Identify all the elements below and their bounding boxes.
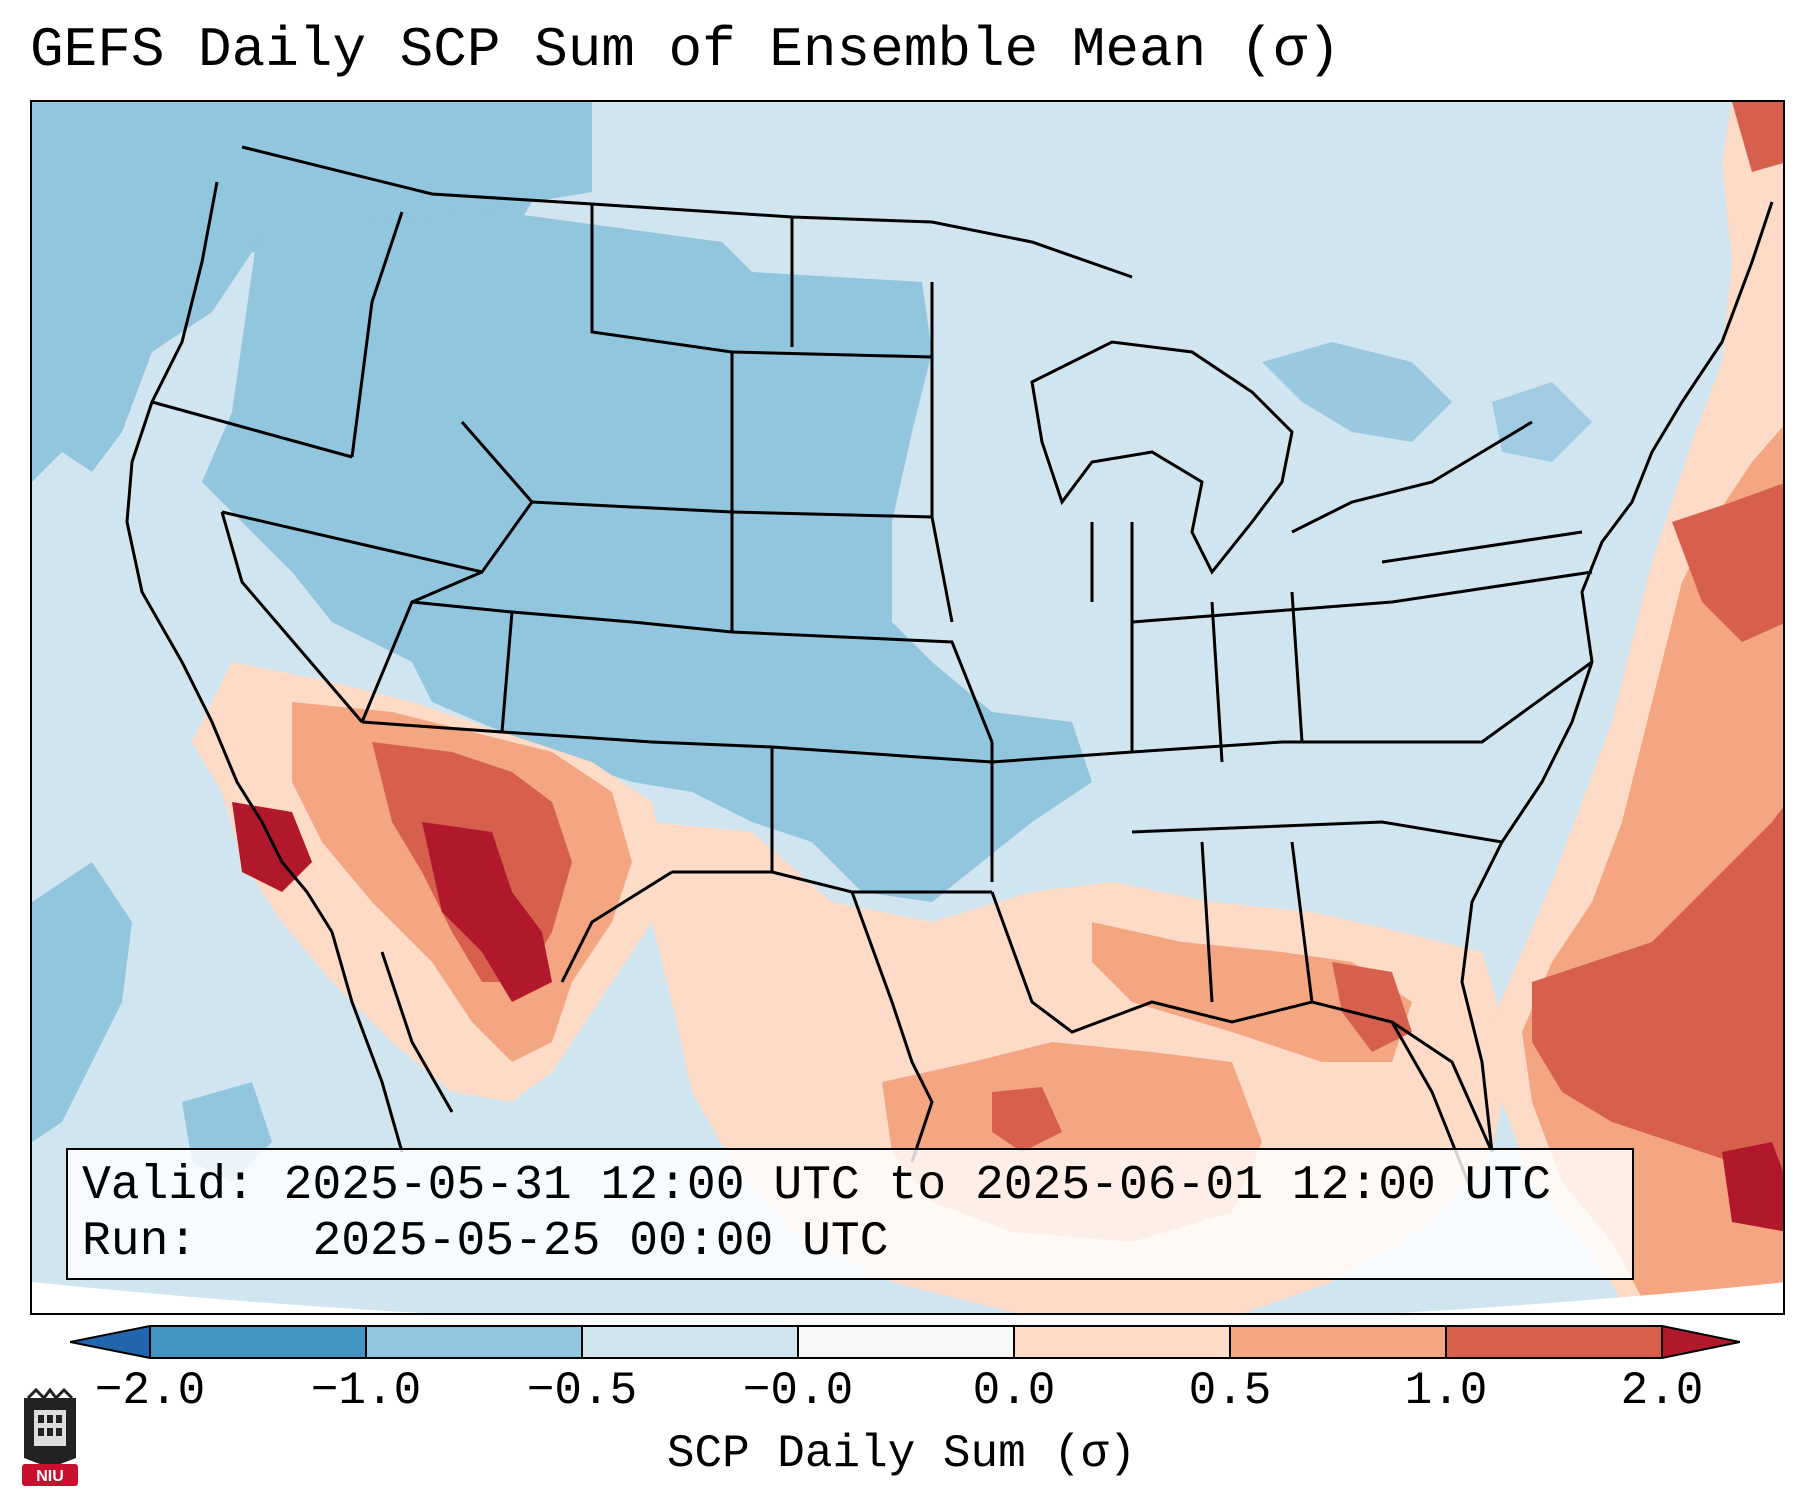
colorbar-bin	[1230, 1326, 1446, 1358]
west-coast	[125, 181, 334, 933]
state-line	[151, 400, 353, 459]
colorbar-ticks	[149, 1326, 1663, 1358]
projection-edge	[32, 1282, 1783, 1313]
colorbar	[70, 1325, 1740, 1359]
colorbar-under-arrow	[70, 1326, 150, 1358]
map-title: GEFS Daily SCP Sum of Ensemble Mean (σ)	[30, 18, 1341, 82]
colorbar-label: SCP Daily Sum (σ)	[666, 1428, 1137, 1480]
colorbar-tick-label: 1.0	[1404, 1365, 1488, 1417]
colorbar-bin	[366, 1326, 582, 1358]
colorbar-tick-label: −1.0	[310, 1365, 422, 1417]
colorbar-bin	[1014, 1326, 1230, 1358]
map-panel[interactable]	[30, 100, 1785, 1315]
niu-logo: NIU	[22, 1388, 78, 1486]
colorbar-tick-label: 0.0	[972, 1365, 1056, 1417]
colorbar-bin	[1446, 1326, 1662, 1358]
colorbar-tick-label: −0.5	[526, 1365, 638, 1417]
colorbar-tick-label: 0.5	[1188, 1365, 1272, 1417]
boundary-lines	[125, 145, 1774, 1193]
logo-text: NIU	[36, 1468, 64, 1485]
colorbar-bin	[798, 1326, 1014, 1358]
colorbar-bin	[582, 1326, 798, 1358]
colorbar-bin	[150, 1326, 366, 1358]
scp-map	[32, 102, 1783, 1313]
colorbar-tick-label: −0.0	[742, 1365, 854, 1417]
valid-label: Valid:	[82, 1159, 255, 1213]
logo-band	[22, 1464, 78, 1486]
colorbar-over-arrow	[1662, 1326, 1740, 1358]
run-label: Run:	[82, 1215, 198, 1269]
colorbar-tick-label: −2.0	[94, 1365, 206, 1417]
valid-time-range: 2025-05-31 12:00 UTC to 2025-06-01 12:00…	[283, 1159, 1552, 1213]
positive-anomaly-region	[192, 102, 1783, 1313]
run-time: 2025-05-25 00:00 UTC	[312, 1215, 889, 1269]
colorbar-tick-label: 2.0	[1620, 1365, 1704, 1417]
valid-run-info-box: Valid: 2025-05-31 12:00 UTC to 2025-06-0…	[66, 1148, 1634, 1280]
